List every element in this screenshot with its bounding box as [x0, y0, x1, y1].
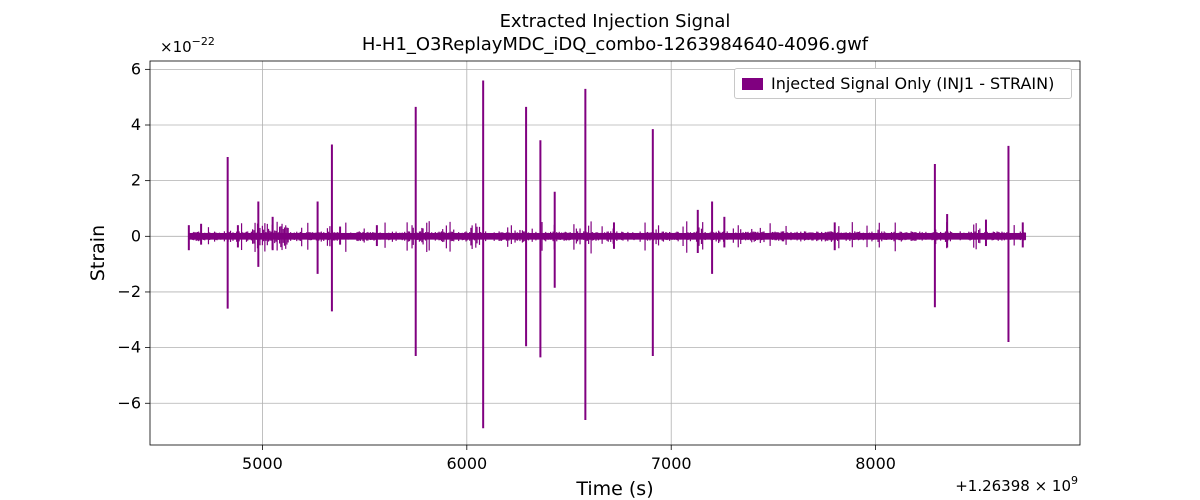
grid [150, 61, 1080, 445]
legend-label: Injected Signal Only (INJ1 - STRAIN) [771, 74, 1055, 93]
plot-frame [149, 60, 1081, 446]
y-tick-label: 2 [131, 171, 141, 190]
chart-title: Extracted Injection Signal [499, 11, 731, 32]
y-tick-label: −2 [117, 282, 141, 301]
x-tick-label: 8000 [855, 454, 896, 473]
y-tick-label: 4 [131, 115, 141, 134]
y-scale-label: ×10−22 [160, 35, 215, 56]
legend: Injected Signal Only (INJ1 - STRAIN) [734, 68, 1072, 99]
x-tick-label: 7000 [651, 454, 692, 473]
legend-swatch [742, 78, 763, 90]
y-tick-label: 0 [131, 226, 141, 245]
x-axis-label: Time (s) [575, 478, 653, 500]
y-axis-label: Strain [87, 225, 109, 281]
y-tick-label: −6 [117, 393, 141, 412]
y-tick-label: 6 [131, 59, 141, 78]
y-tick-label: −4 [117, 338, 141, 357]
x-tick-label: 5000 [242, 454, 283, 473]
x-offset-label: +1.26398 × 109 [955, 474, 1078, 495]
x-tick-label: 6000 [446, 454, 487, 473]
axis-ticks: 5000 6000 7000 8000 −6 −4 −2 0 2 4 6 [117, 59, 896, 473]
series-injected-signal [187, 80, 1027, 429]
chart-subtitle: H-H1_O3ReplayMDC_iDQ_combo-1263984640-40… [361, 34, 869, 55]
